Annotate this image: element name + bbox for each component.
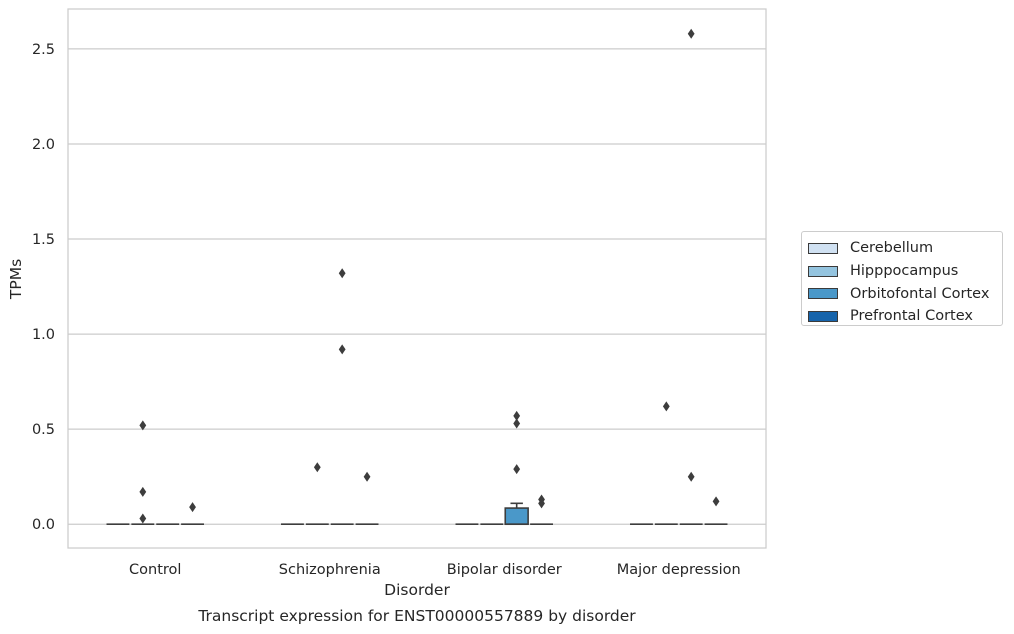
- legend-label: Cerebellum: [850, 240, 934, 257]
- legend-swatch: [808, 265, 838, 277]
- outlier-point: [687, 471, 695, 482]
- y-tick-label: 1.0: [32, 327, 55, 343]
- x-axis-label: Disorder: [384, 581, 450, 599]
- legend-label: Prefrontal Cortex: [850, 308, 973, 325]
- box-prefrontal-cortex: [355, 471, 379, 526]
- outlier-point: [538, 498, 545, 509]
- outlier-point: [513, 410, 521, 421]
- outlier-point: [687, 28, 695, 39]
- legend-label: Orbitofontal Cortex: [850, 285, 990, 302]
- outlier-point: [513, 464, 521, 475]
- outlier-point: [662, 401, 670, 412]
- legend: Cerebellum Hipppocampus Orbitofontal Corte…: [801, 231, 1003, 326]
- legend-item: Cerebellum: [808, 237, 1002, 260]
- x-tick-label: Schizophrenia: [279, 562, 381, 578]
- outlier-point: [139, 420, 147, 431]
- chart-caption: Transcript expression for ENST0000055788…: [198, 607, 636, 625]
- x-tick-labels: Control Schizophrenia Bipolar disorder Majo…: [129, 562, 741, 578]
- boxes: [106, 28, 728, 526]
- y-tick-label: 0.5: [32, 422, 55, 438]
- box-prefrontal-cortex: [530, 494, 553, 526]
- legend-item: Orbitofontal Cortex: [808, 282, 1002, 305]
- outlier-point: [313, 462, 321, 473]
- outlier-point: [139, 513, 147, 524]
- box-hipppocampus: [305, 462, 329, 526]
- box-orbitofontal-cortex: [330, 268, 354, 526]
- outlier-point: [712, 496, 720, 507]
- outlier-point: [139, 486, 147, 497]
- x-tick-label: Bipolar disorder: [447, 562, 562, 578]
- outlier-point: [363, 471, 371, 482]
- y-tick-label: 2.0: [32, 137, 55, 153]
- box-hipppocampus: [131, 420, 155, 526]
- outlier-point: [338, 268, 346, 279]
- outlier-point: [189, 502, 196, 513]
- gridlines: [68, 48, 766, 525]
- legend-item: Prefrontal Cortex: [808, 305, 1002, 328]
- y-tick-label: 0.0: [32, 517, 55, 533]
- y-axis-label: TPMs: [7, 259, 25, 300]
- box-prefrontal-cortex: [704, 496, 728, 526]
- box-hipppocampus: [654, 401, 678, 526]
- legend-swatch: [808, 242, 838, 254]
- legend-swatch: [808, 288, 838, 300]
- outlier-point: [338, 344, 346, 355]
- y-tick-labels: 0.0 0.5 1.0 1.5 2.0 2.5: [32, 42, 55, 533]
- legend-item: Hipppocampus: [808, 260, 1002, 283]
- plot-area-frame: [67, 8, 767, 549]
- box-prefrontal-cortex: [181, 502, 204, 526]
- box-orbitofontal-cortex: [679, 28, 703, 526]
- y-tick-label: 2.5: [32, 42, 55, 58]
- box-orbitofontal-cortex: [504, 410, 529, 526]
- y-tick-label: 1.5: [32, 232, 55, 248]
- box-body: [504, 507, 529, 526]
- outlier-point: [513, 418, 521, 429]
- x-tick-label: Control: [129, 562, 181, 578]
- legend-swatch: [808, 310, 838, 322]
- x-tick-label: Major depression: [617, 562, 741, 578]
- legend-label: Hipppocampus: [850, 263, 959, 280]
